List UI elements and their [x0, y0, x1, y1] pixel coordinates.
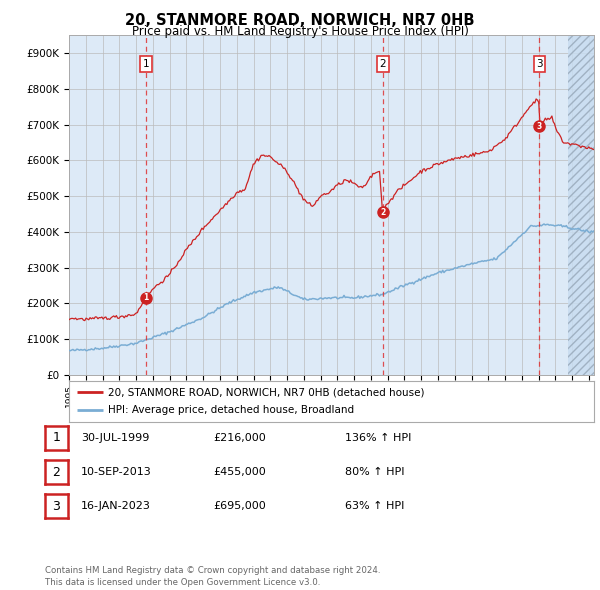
Text: 1: 1: [52, 431, 61, 444]
Text: 10-SEP-2013: 10-SEP-2013: [81, 467, 152, 477]
Text: 80% ↑ HPI: 80% ↑ HPI: [345, 467, 404, 477]
Text: 20, STANMORE ROAD, NORWICH, NR7 0HB: 20, STANMORE ROAD, NORWICH, NR7 0HB: [125, 13, 475, 28]
Text: 16-JAN-2023: 16-JAN-2023: [81, 502, 151, 511]
Text: Contains HM Land Registry data © Crown copyright and database right 2024.
This d: Contains HM Land Registry data © Crown c…: [45, 566, 380, 587]
Text: £695,000: £695,000: [213, 502, 266, 511]
Text: 1: 1: [143, 59, 149, 69]
Text: 3: 3: [52, 500, 61, 513]
Text: 30-JUL-1999: 30-JUL-1999: [81, 433, 149, 442]
Text: 3: 3: [537, 122, 542, 131]
Text: 136% ↑ HPI: 136% ↑ HPI: [345, 433, 412, 442]
Text: 1: 1: [143, 293, 148, 302]
Bar: [568, 35, 594, 375]
Text: 2: 2: [380, 208, 385, 217]
Text: £216,000: £216,000: [213, 433, 266, 442]
Text: 63% ↑ HPI: 63% ↑ HPI: [345, 502, 404, 511]
Text: Price paid vs. HM Land Registry's House Price Index (HPI): Price paid vs. HM Land Registry's House …: [131, 25, 469, 38]
Text: 3: 3: [536, 59, 543, 69]
Text: 2: 2: [52, 466, 61, 478]
Text: HPI: Average price, detached house, Broadland: HPI: Average price, detached house, Broa…: [109, 405, 355, 415]
Text: £455,000: £455,000: [213, 467, 266, 477]
Text: 20, STANMORE ROAD, NORWICH, NR7 0HB (detached house): 20, STANMORE ROAD, NORWICH, NR7 0HB (det…: [109, 387, 425, 397]
Text: 2: 2: [379, 59, 386, 69]
